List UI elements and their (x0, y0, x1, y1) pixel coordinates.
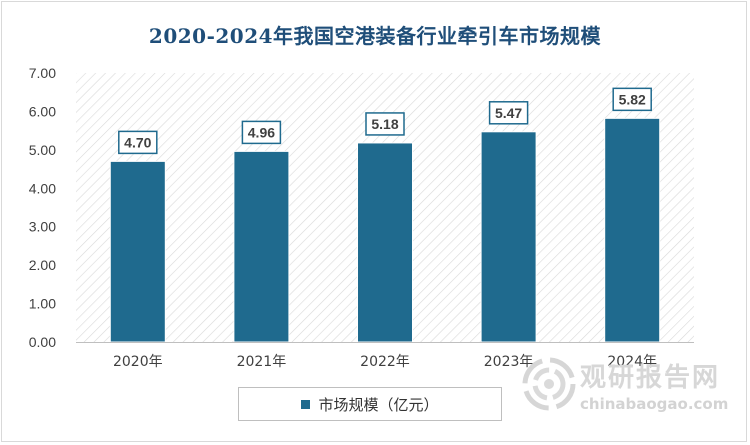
legend-swatch (301, 399, 311, 409)
y-tick-label: 2.00 (29, 257, 56, 273)
bar (233, 150, 290, 343)
bar (109, 160, 166, 343)
y-tick-label: 3.00 (29, 219, 56, 235)
data-label: 5.82 (619, 91, 646, 107)
data-label-box (612, 87, 652, 112)
data-label: 5.18 (371, 116, 398, 132)
y-tick-label: 6.00 (29, 103, 56, 119)
globe-swirl-icon (522, 357, 576, 411)
data-label-box (241, 120, 282, 145)
watermark-brand-cn: 观研报告网 (580, 363, 721, 393)
data-label-box (118, 130, 158, 155)
x-tick-label: 2023年 (484, 354, 534, 370)
chart-title: 2020-2024年我国空港装备行业牵引车市场规模 (148, 24, 602, 48)
legend: 市场规模（亿元） (238, 387, 502, 421)
watermark: 观研报告网 chinabaogao.com (520, 355, 735, 420)
x-axis: 2020年 2021年 2022年 2023年 2024年 (76, 342, 694, 370)
y-tick-label: 4.00 (29, 180, 56, 196)
x-tick-label: 2021年 (237, 354, 287, 370)
y-tick-label: 5.00 (29, 142, 56, 158)
bar-series: 4.70 4.96 5.18 5.47 5.82 (109, 87, 661, 343)
y-tick-label: 0.00 (29, 334, 56, 350)
legend-label: 市场规模（亿元） (318, 396, 439, 414)
x-tick-label: 2022年 (360, 354, 410, 370)
y-tick-label: 1.00 (29, 296, 56, 312)
data-label-box (365, 112, 405, 136)
bar (357, 142, 413, 343)
data-label-box (488, 101, 529, 125)
y-axis: 0.00 1.00 2.00 3.00 4.00 5.00 6.00 7.00 (29, 65, 56, 350)
watermark-brand-en: chinabaogao.com (580, 395, 729, 413)
x-tick-label: 2020年 (113, 354, 163, 370)
x-tick-label: 2024年 (607, 354, 657, 370)
bar (480, 131, 537, 343)
bar (604, 117, 661, 343)
data-label: 4.96 (248, 124, 275, 140)
data-label: 5.47 (495, 105, 522, 121)
data-label: 4.70 (124, 134, 151, 150)
y-tick-label: 7.00 (29, 65, 56, 81)
